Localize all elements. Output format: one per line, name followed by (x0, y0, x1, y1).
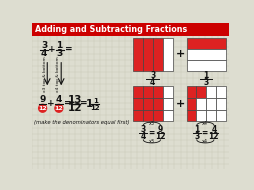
Bar (196, 110, 206, 121)
Text: 12: 12 (55, 106, 63, 111)
Text: 1: 1 (86, 99, 93, 109)
Bar (187, 110, 196, 121)
Bar (187, 60, 226, 70)
Bar (142, 98, 153, 110)
Bar (133, 110, 142, 121)
Bar (216, 110, 226, 121)
Text: 12: 12 (38, 106, 47, 111)
Text: +: + (176, 49, 185, 59)
Text: 4: 4 (150, 78, 155, 87)
Bar (142, 110, 153, 121)
Text: =: = (65, 45, 73, 54)
Text: +: + (48, 45, 56, 54)
Text: 1: 1 (93, 98, 98, 104)
Text: +: + (176, 99, 185, 109)
Text: 12: 12 (90, 105, 100, 111)
Bar (163, 98, 173, 110)
Bar (187, 86, 196, 98)
Bar (206, 98, 216, 110)
Bar (216, 86, 226, 98)
Text: 1: 1 (57, 41, 63, 50)
Text: 4: 4 (41, 49, 47, 58)
Text: 1: 1 (203, 71, 209, 80)
Text: 3: 3 (203, 78, 209, 87)
Text: 12: 12 (155, 132, 166, 141)
Text: =: = (80, 99, 87, 108)
Bar (206, 110, 216, 121)
Bar (133, 38, 142, 70)
Text: 9: 9 (158, 125, 163, 134)
Text: 3: 3 (194, 132, 199, 141)
Text: 4: 4 (211, 125, 216, 134)
Bar (153, 86, 163, 98)
Text: x3: x3 (149, 139, 155, 144)
Text: 1: 1 (194, 125, 199, 134)
Bar (153, 110, 163, 121)
Text: 4: 4 (141, 132, 146, 141)
Bar (163, 38, 173, 70)
Bar (133, 86, 142, 98)
Bar (32, 23, 229, 36)
Text: =: = (64, 99, 71, 108)
Text: 3: 3 (150, 71, 155, 80)
Text: 4: 4 (56, 95, 62, 104)
Text: x4 top & bottom: x4 top & bottom (56, 57, 60, 92)
Circle shape (54, 104, 64, 113)
Bar (142, 86, 153, 98)
Text: 13: 13 (68, 95, 82, 105)
Bar (153, 38, 163, 70)
Text: x4: x4 (202, 121, 208, 126)
Bar (206, 86, 216, 98)
Text: =: = (148, 128, 154, 137)
Text: +: + (47, 99, 55, 108)
Bar (187, 49, 226, 60)
Bar (216, 98, 226, 110)
Circle shape (38, 104, 47, 113)
Bar (196, 86, 206, 98)
Text: x3 top & bottom: x3 top & bottom (42, 57, 46, 92)
Text: 3: 3 (41, 41, 47, 50)
Text: Adding and Subtracting Fractions: Adding and Subtracting Fractions (35, 25, 187, 34)
Text: x3: x3 (149, 121, 155, 126)
Text: 3: 3 (57, 49, 63, 58)
Text: (make the denominators equal first): (make the denominators equal first) (34, 120, 130, 125)
Text: 12: 12 (68, 103, 82, 113)
Bar (196, 98, 206, 110)
Text: 12: 12 (209, 132, 219, 141)
Bar (142, 38, 153, 70)
Text: 9: 9 (39, 95, 46, 104)
Text: =: = (201, 128, 208, 137)
Bar (133, 98, 142, 110)
Bar (163, 110, 173, 121)
Bar (187, 38, 226, 49)
Bar (163, 86, 173, 98)
Bar (187, 98, 196, 110)
Text: x4: x4 (202, 139, 208, 144)
Text: 3: 3 (141, 125, 146, 134)
Bar (153, 98, 163, 110)
